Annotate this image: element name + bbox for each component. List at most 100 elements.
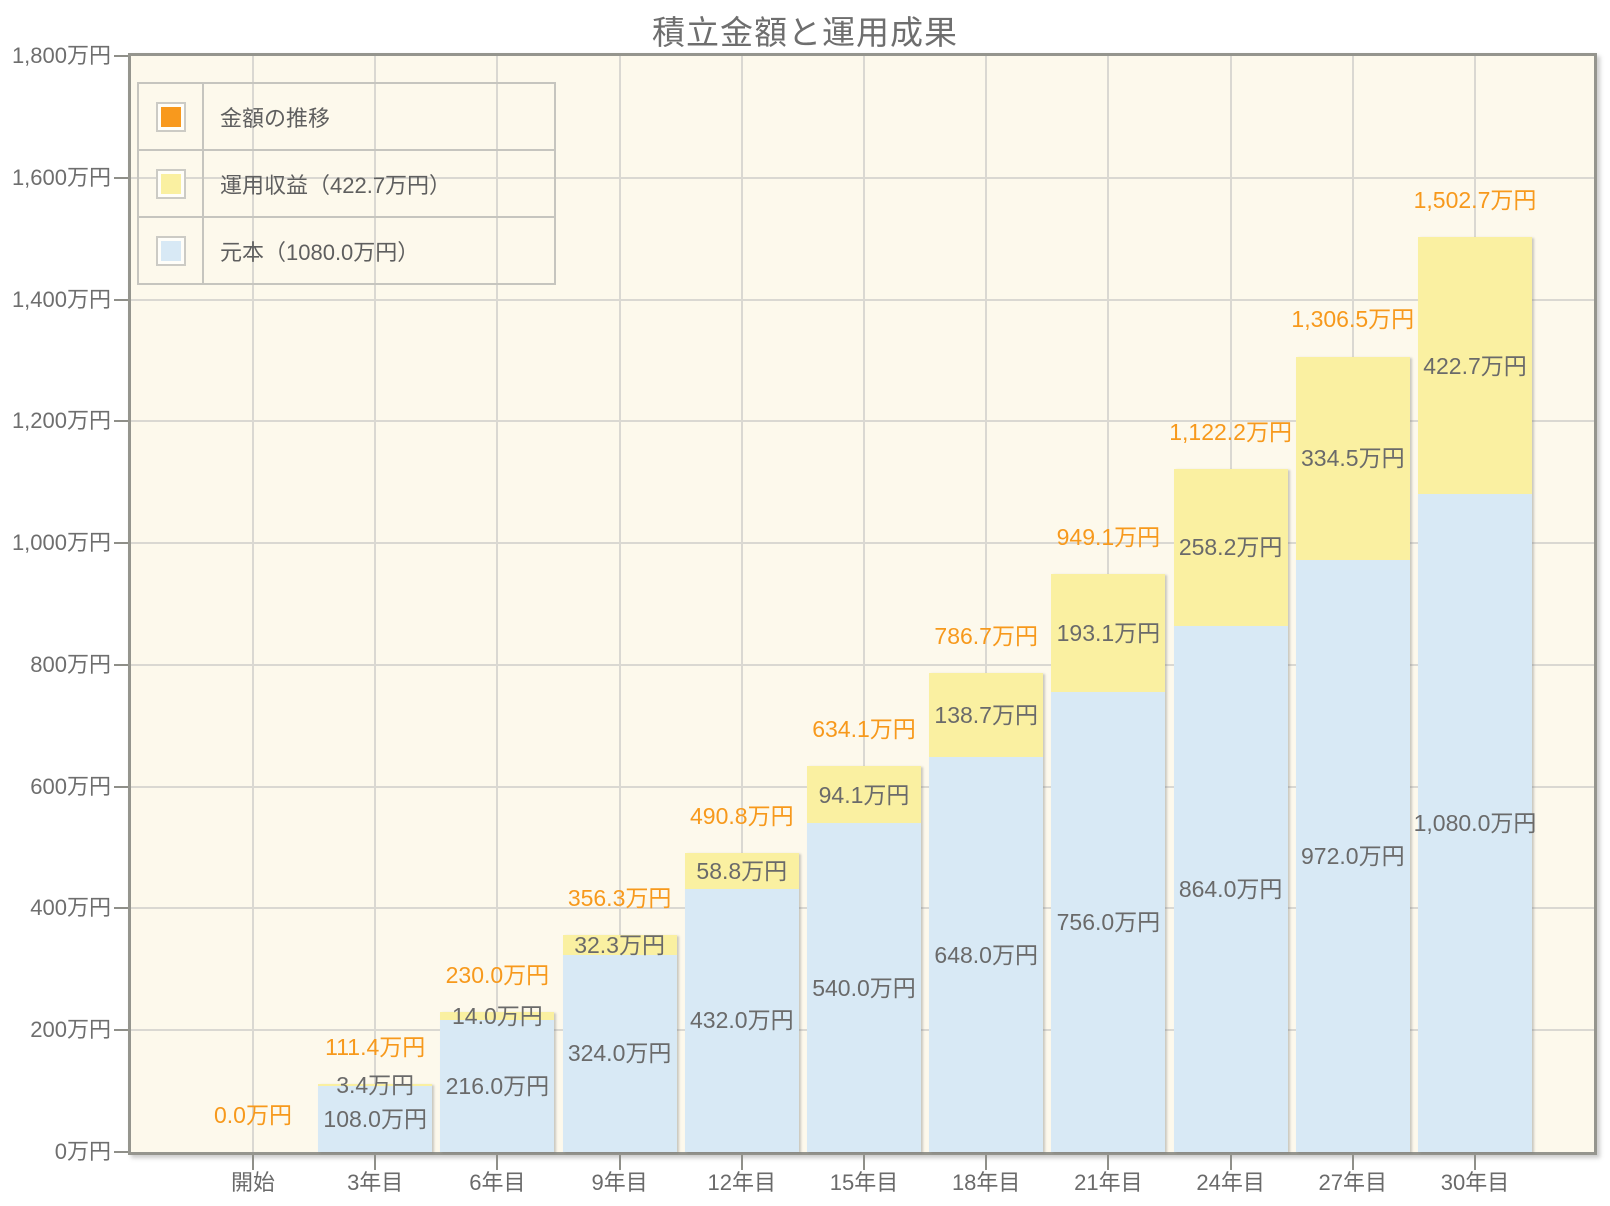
- gridline-h: [131, 542, 1594, 545]
- bar-stack: [929, 673, 1044, 1152]
- legend-item-total: 金額の推移: [139, 84, 554, 151]
- legend-swatch-cell: [139, 218, 204, 283]
- bar-stack: [807, 765, 921, 1152]
- yield-value-label: 14.0万円: [452, 1003, 543, 1030]
- gridline-v: [985, 56, 988, 1152]
- bar-yield-segment: [1418, 237, 1532, 495]
- principal-series-swatch-icon: [155, 235, 186, 266]
- bar-stack: [1173, 468, 1288, 1152]
- gridline-h: [131, 176, 1594, 179]
- bar-stack: [1295, 356, 1410, 1152]
- x-tick: [374, 1155, 377, 1170]
- principal-value-label: 648.0万円: [934, 941, 1038, 968]
- x-tick: [618, 1155, 621, 1170]
- gridline-h: [131, 420, 1594, 423]
- x-tick: [985, 1155, 988, 1170]
- y-axis-label: 400万円: [30, 895, 111, 921]
- x-tick: [252, 1155, 254, 1170]
- x-axis-label: 21年目: [1074, 1170, 1143, 1195]
- y-axis-label: 200万円: [30, 1017, 111, 1043]
- legend-label-total: 金額の推移: [220, 105, 331, 131]
- legend-item-yield: 運用収益（422.7万円）: [139, 151, 554, 218]
- gridline-v: [496, 56, 499, 1152]
- y-tick: [114, 420, 128, 423]
- gridline-h: [131, 298, 1594, 301]
- bar-yield-segment: [318, 1084, 433, 1087]
- x-axis-label: 開始: [230, 1170, 275, 1195]
- total-value-label: 356.3万円: [567, 885, 672, 912]
- x-tick: [496, 1155, 499, 1170]
- gridline-h: [131, 663, 1594, 666]
- y-tick: [114, 298, 128, 301]
- gridline-v: [252, 56, 254, 1152]
- y-tick: [114, 542, 128, 545]
- x-tick: [1107, 1155, 1110, 1170]
- bar-stack: [440, 1011, 555, 1152]
- y-tick: [114, 1029, 128, 1032]
- bar-yield-segment: [929, 673, 1044, 758]
- bar-principal-segment: [318, 1086, 433, 1152]
- bar-yield-segment: [1295, 356, 1410, 561]
- bar-stack: [1051, 574, 1166, 1152]
- yield-value-label: 193.1万円: [1056, 619, 1161, 646]
- bar-yield-segment: [1051, 574, 1166, 692]
- bar-principal-segment: [440, 1020, 555, 1152]
- bar-stack: [562, 935, 677, 1152]
- bar-principal-segment: [1051, 691, 1166, 1152]
- x-tick: [1229, 1155, 1232, 1170]
- yield-value-label: 94.1万円: [818, 781, 910, 808]
- yield-value-label: 334.5万円: [1301, 445, 1405, 472]
- yield-value-label: 32.3万円: [574, 931, 665, 958]
- bar-principal-segment: [807, 823, 921, 1152]
- y-axis-label: 1,800万円: [11, 43, 111, 68]
- bar-yield-segment: [1173, 468, 1288, 626]
- bar-principal-segment: [1173, 625, 1288, 1152]
- x-axis-label: 18年目: [951, 1170, 1021, 1195]
- y-tick: [114, 55, 128, 57]
- y-tick: [114, 176, 128, 179]
- x-tick: [863, 1155, 865, 1170]
- y-tick: [114, 907, 128, 910]
- legend-label-principal: 元本（1080.0万円）: [220, 239, 420, 265]
- gridline-v: [618, 56, 621, 1152]
- bar-yield-segment: [684, 853, 799, 889]
- y-axis-label: 1,000万円: [11, 530, 111, 556]
- bar-yield-segment: [807, 765, 921, 824]
- total-value-label: 786.7万円: [934, 622, 1038, 649]
- total-value-label: 0.0万円: [214, 1102, 292, 1128]
- total-series-swatch-icon: [155, 101, 186, 132]
- principal-value-label: 540.0万円: [812, 974, 916, 1001]
- bar-principal-segment: [929, 757, 1044, 1152]
- bar-stack: [318, 1084, 433, 1152]
- y-axis-label: 0万円: [54, 1139, 111, 1164]
- legend-item-principal: 元本（1080.0万円）: [139, 218, 554, 283]
- yield-series-swatch-icon: [155, 168, 186, 199]
- x-tick: [740, 1155, 743, 1170]
- y-axis-label: 800万円: [30, 651, 111, 677]
- principal-value-label: 972.0万円: [1301, 843, 1405, 870]
- y-tick: [114, 663, 128, 666]
- legend: 金額の推移 運用収益（422.7万円） 元本（1080.0万円）: [137, 82, 556, 285]
- total-value-label: 111.4万円: [325, 1034, 426, 1061]
- y-axis-label: 1,200万円: [11, 408, 111, 434]
- principal-value-label: 432.0万円: [690, 1007, 794, 1034]
- principal-value-label: 324.0万円: [567, 1040, 672, 1067]
- bar-principal-segment: [562, 954, 677, 1152]
- x-tick: [1351, 1155, 1354, 1170]
- bar-stack: [684, 853, 799, 1152]
- yield-value-label: 422.7万円: [1423, 352, 1527, 379]
- legend-swatch-cell: [139, 151, 204, 216]
- total-value-label: 1,122.2万円: [1169, 418, 1292, 445]
- total-value-label: 1,306.5万円: [1291, 306, 1415, 333]
- total-value-label: 490.8万円: [690, 803, 794, 830]
- legend-swatch-cell: [139, 84, 204, 149]
- principal-value-label: 756.0万円: [1056, 908, 1161, 935]
- plot-area: 0.0万円 111.4万円 3.4万円 108.0万円 230.0万円 14.0万円 216…: [12, 44, 1597, 1195]
- x-axis-label: 24年目: [1196, 1170, 1265, 1195]
- y-axis-label: 600万円: [30, 773, 111, 799]
- total-value-label: 634.1万円: [812, 715, 916, 742]
- principal-value-label: 1,080.0万円: [1413, 810, 1537, 837]
- legend-label-yield: 運用収益（422.7万円）: [220, 172, 452, 198]
- bar-yield-segment: [562, 935, 677, 955]
- x-tick: [1474, 1155, 1476, 1170]
